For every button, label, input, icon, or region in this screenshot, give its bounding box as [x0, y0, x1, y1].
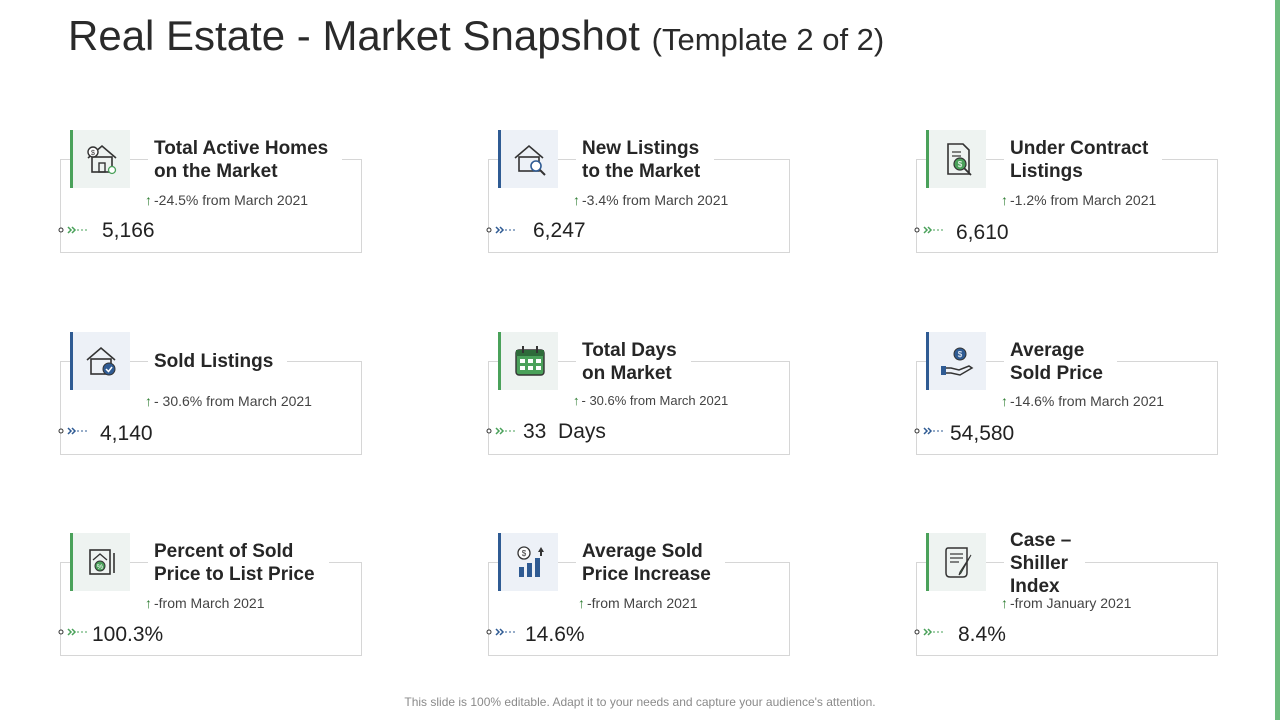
- svg-text:%: %: [96, 564, 102, 571]
- card-heading-line1: Under Contract: [1010, 138, 1149, 159]
- card-value: 6,247: [533, 219, 586, 242]
- card-heading-line1: Average Sold: [582, 541, 703, 562]
- chevron-connector-icon: [58, 628, 89, 636]
- card-value: 54,580: [950, 422, 1015, 445]
- svg-text:$: $: [957, 160, 962, 169]
- chevron-connector-icon: [58, 226, 89, 234]
- card-value: 5,166: [102, 219, 155, 242]
- card-heading-line1: Total Active Homes: [154, 138, 329, 159]
- card-heading-line2: Price Increase: [582, 564, 711, 585]
- card-heading-line2: Listings: [1010, 161, 1083, 182]
- change-text: ↑ -from March 2021: [145, 595, 265, 611]
- chevron-connector-icon: [486, 628, 517, 636]
- chevron-connector-icon: [58, 427, 89, 435]
- growth-chart-icon: $: [498, 533, 558, 591]
- up-arrow-icon: ↑: [1001, 192, 1008, 208]
- up-arrow-icon: ↑: [1001, 393, 1008, 409]
- contract-dollar-icon: $: [926, 130, 986, 188]
- chevron-connector-icon: [486, 427, 517, 435]
- page-title: Real Estate - Market Snapshot (Template …: [68, 12, 884, 60]
- card-value: 8.4%: [958, 623, 1006, 646]
- up-arrow-icon: ↑: [145, 192, 152, 208]
- up-arrow-icon: ↑: [145, 595, 152, 611]
- card-heading-line2: Shiller: [1010, 553, 1069, 574]
- card-value: 33 Days: [523, 420, 606, 443]
- calendar-icon: [498, 332, 558, 390]
- house-search-icon: [498, 130, 558, 188]
- card-heading-line1: Average: [1010, 340, 1085, 361]
- card-value: 6,610: [956, 221, 1009, 244]
- house-check-icon: [70, 332, 130, 390]
- up-arrow-icon: ↑: [573, 393, 580, 408]
- card-heading-line1: Case –: [1010, 530, 1072, 551]
- up-arrow-icon: ↑: [1001, 595, 1008, 611]
- card-heading-line3: Index: [1010, 576, 1060, 597]
- card-heading-line2: to the Market: [582, 161, 701, 182]
- up-arrow-icon: ↑: [573, 192, 580, 208]
- card-heading-line1: New Listings: [582, 138, 700, 159]
- change-text: ↑ -from January 2021: [1001, 595, 1132, 611]
- accent-bar: [1275, 0, 1280, 720]
- change-text: ↑ -14.6% from March 2021: [1001, 393, 1165, 409]
- card-heading-line2: Price to List Price: [154, 564, 315, 585]
- card-value: 4,140: [100, 422, 153, 445]
- scroll-document-icon: [926, 533, 986, 591]
- card-heading-line1: Sold Listings: [154, 351, 274, 372]
- card-heading-line2: on the Market: [154, 161, 278, 182]
- card-heading-line1: Percent of Sold: [154, 541, 294, 562]
- change-text: ↑ -from March 2021: [578, 595, 698, 611]
- svg-text:$: $: [957, 350, 962, 359]
- up-arrow-icon: ↑: [145, 393, 152, 409]
- change-text: ↑ -24.5% from March 2021: [145, 192, 309, 208]
- card-value: 14.6%: [525, 623, 585, 646]
- chevron-connector-icon: [914, 226, 945, 234]
- up-arrow-icon: ↑: [578, 595, 585, 611]
- title-sub: (Template 2 of 2): [651, 22, 885, 57]
- change-text: ↑ - 30.6% from March 2021: [573, 393, 729, 408]
- footer-note: This slide is 100% editable. Adapt it to…: [404, 695, 876, 709]
- house-dollar-icon: $: [70, 130, 130, 188]
- svg-text:$: $: [521, 549, 526, 558]
- change-text: ↑ -1.2% from March 2021: [1001, 192, 1157, 208]
- card-value: 100.3%: [92, 623, 164, 646]
- chevron-connector-icon: [914, 628, 945, 636]
- card-heading-line1: Total Days: [582, 340, 677, 361]
- svg-text:$: $: [91, 150, 95, 157]
- change-text: ↑ -3.4% from March 2021: [573, 192, 729, 208]
- price-tag-icon: %: [70, 533, 130, 591]
- title-main: Real Estate - Market Snapshot: [68, 12, 640, 59]
- change-text: ↑ - 30.6% from March 2021: [145, 393, 312, 409]
- card-heading-line2: Sold Price: [1010, 363, 1103, 384]
- card-heading-line2: on Market: [582, 363, 672, 384]
- chevron-connector-icon: [486, 226, 517, 234]
- chevron-connector-icon: [914, 427, 945, 435]
- hand-coin-icon: $: [926, 332, 986, 390]
